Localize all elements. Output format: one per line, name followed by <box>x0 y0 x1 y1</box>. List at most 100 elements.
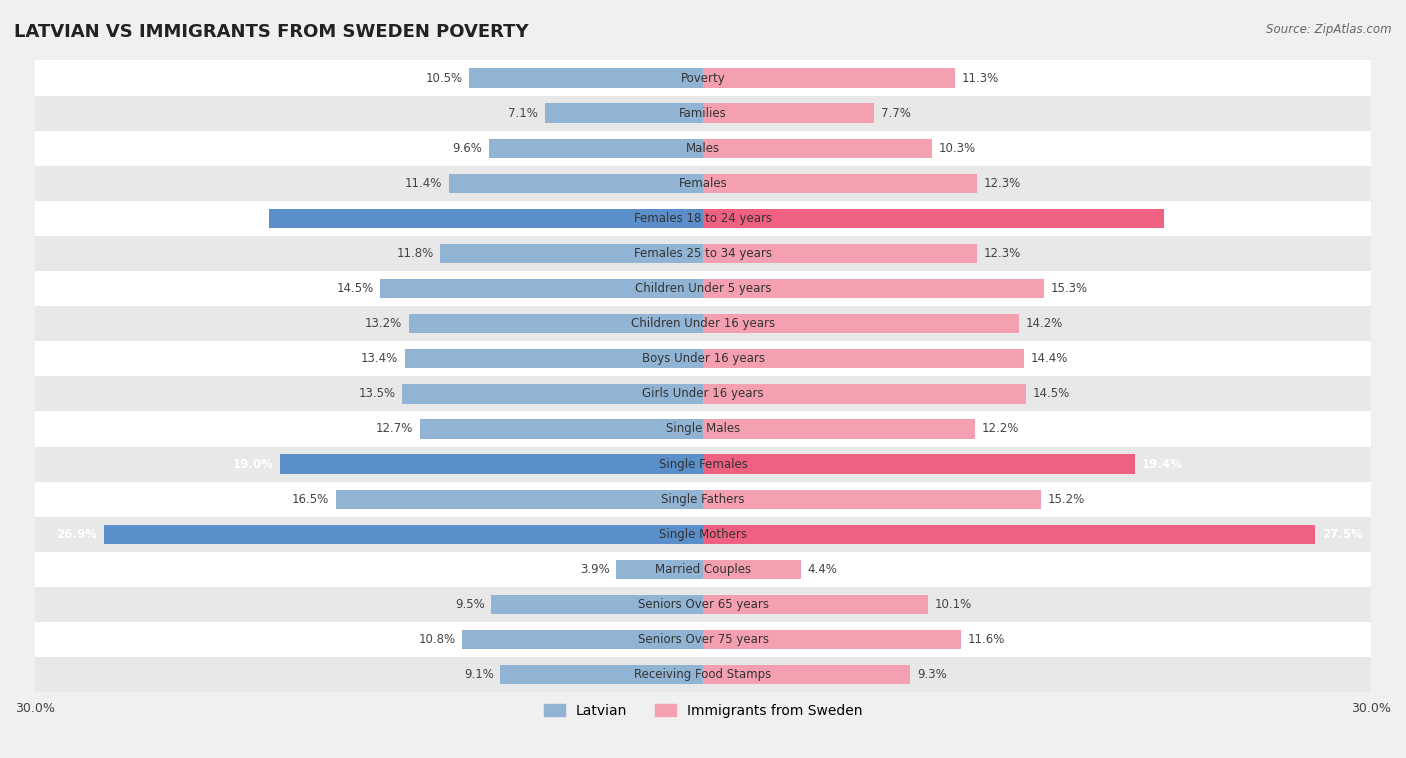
Bar <box>703 139 932 158</box>
Text: 7.7%: 7.7% <box>882 107 911 120</box>
Text: Single Fathers: Single Fathers <box>661 493 745 506</box>
Legend: Latvian, Immigrants from Sweden: Latvian, Immigrants from Sweden <box>538 698 868 723</box>
Bar <box>703 104 875 123</box>
Text: Boys Under 16 years: Boys Under 16 years <box>641 352 765 365</box>
Text: 15.2%: 15.2% <box>1047 493 1085 506</box>
Bar <box>402 384 703 403</box>
Bar <box>489 139 703 158</box>
Bar <box>35 622 1371 657</box>
Text: 9.5%: 9.5% <box>456 598 485 611</box>
Text: Seniors Over 65 years: Seniors Over 65 years <box>637 598 769 611</box>
Bar <box>703 559 801 579</box>
Bar <box>35 446 1371 481</box>
Text: Single Males: Single Males <box>666 422 740 436</box>
Bar <box>703 68 955 88</box>
Text: 12.2%: 12.2% <box>981 422 1019 436</box>
Text: 26.9%: 26.9% <box>56 528 97 540</box>
Text: Seniors Over 75 years: Seniors Over 75 years <box>637 633 769 646</box>
Bar <box>35 166 1371 201</box>
Text: 14.5%: 14.5% <box>1032 387 1070 400</box>
Bar <box>380 279 703 298</box>
Bar <box>616 559 703 579</box>
Text: 4.4%: 4.4% <box>807 563 838 576</box>
Bar <box>405 349 703 368</box>
Text: Single Mothers: Single Mothers <box>659 528 747 540</box>
Bar <box>703 454 1135 474</box>
Text: 9.3%: 9.3% <box>917 668 946 681</box>
Text: Poverty: Poverty <box>681 71 725 85</box>
Bar <box>35 130 1371 166</box>
Bar <box>35 341 1371 376</box>
Bar <box>336 490 703 509</box>
Text: 11.3%: 11.3% <box>962 71 998 85</box>
Bar <box>35 376 1371 412</box>
Text: 10.8%: 10.8% <box>419 633 456 646</box>
Text: 12.3%: 12.3% <box>984 177 1021 190</box>
Bar <box>35 306 1371 341</box>
Text: Females: Females <box>679 177 727 190</box>
Bar <box>703 525 1316 544</box>
Bar <box>703 208 1164 228</box>
Bar <box>35 96 1371 130</box>
Text: 7.1%: 7.1% <box>509 107 538 120</box>
Bar <box>35 481 1371 517</box>
Bar <box>470 68 703 88</box>
Text: Families: Families <box>679 107 727 120</box>
Bar <box>104 525 703 544</box>
Bar <box>269 208 703 228</box>
Bar <box>440 244 703 263</box>
Text: Females 25 to 34 years: Females 25 to 34 years <box>634 247 772 260</box>
Bar <box>703 595 928 614</box>
Text: 11.4%: 11.4% <box>405 177 443 190</box>
Bar <box>35 552 1371 587</box>
Text: Males: Males <box>686 142 720 155</box>
Text: 3.9%: 3.9% <box>579 563 609 576</box>
Bar <box>703 349 1024 368</box>
Bar <box>35 236 1371 271</box>
Text: 14.2%: 14.2% <box>1026 317 1063 330</box>
Text: 19.0%: 19.0% <box>232 458 273 471</box>
Text: Children Under 16 years: Children Under 16 years <box>631 317 775 330</box>
Text: 13.2%: 13.2% <box>366 317 402 330</box>
Text: LATVIAN VS IMMIGRANTS FROM SWEDEN POVERTY: LATVIAN VS IMMIGRANTS FROM SWEDEN POVERT… <box>14 23 529 41</box>
Bar <box>703 630 962 649</box>
Text: 11.8%: 11.8% <box>396 247 433 260</box>
Text: 10.5%: 10.5% <box>426 71 463 85</box>
Text: 9.6%: 9.6% <box>453 142 482 155</box>
Text: 13.5%: 13.5% <box>359 387 395 400</box>
Bar <box>35 61 1371 96</box>
Text: 19.5%: 19.5% <box>221 212 262 225</box>
Text: 14.5%: 14.5% <box>336 282 374 295</box>
Bar <box>35 412 1371 446</box>
Bar <box>409 314 703 334</box>
Text: 15.3%: 15.3% <box>1050 282 1087 295</box>
Bar <box>492 595 703 614</box>
Text: 20.7%: 20.7% <box>1171 212 1212 225</box>
Bar <box>35 657 1371 692</box>
Text: 13.4%: 13.4% <box>361 352 398 365</box>
Bar <box>703 314 1019 334</box>
Text: Receiving Food Stamps: Receiving Food Stamps <box>634 668 772 681</box>
Bar <box>280 454 703 474</box>
Text: 19.4%: 19.4% <box>1142 458 1182 471</box>
Text: Children Under 5 years: Children Under 5 years <box>634 282 772 295</box>
Text: 12.7%: 12.7% <box>377 422 413 436</box>
Bar <box>703 490 1042 509</box>
Text: Girls Under 16 years: Girls Under 16 years <box>643 387 763 400</box>
Bar <box>35 587 1371 622</box>
Bar <box>546 104 703 123</box>
Text: 10.1%: 10.1% <box>935 598 972 611</box>
Text: 12.3%: 12.3% <box>984 247 1021 260</box>
Bar <box>703 419 974 439</box>
Text: 10.3%: 10.3% <box>939 142 976 155</box>
Text: 11.6%: 11.6% <box>967 633 1005 646</box>
Bar <box>449 174 703 193</box>
Text: Married Couples: Married Couples <box>655 563 751 576</box>
Bar <box>703 174 977 193</box>
Text: Source: ZipAtlas.com: Source: ZipAtlas.com <box>1267 23 1392 36</box>
Text: Single Females: Single Females <box>658 458 748 471</box>
Bar <box>463 630 703 649</box>
Text: 27.5%: 27.5% <box>1322 528 1362 540</box>
Bar <box>703 384 1026 403</box>
Bar <box>35 271 1371 306</box>
